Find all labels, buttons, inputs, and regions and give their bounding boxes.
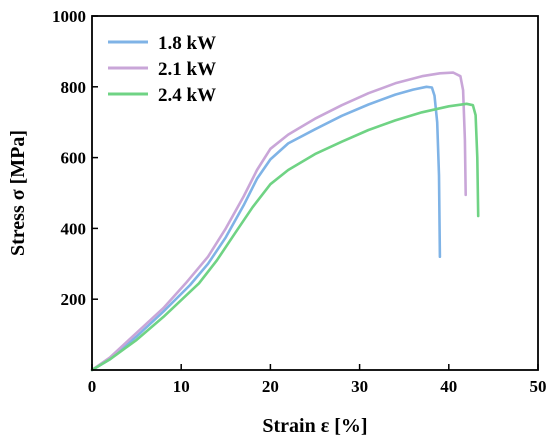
x-tick-label: 0 [88, 377, 97, 396]
ticks-layer: 0 10 20 30 40 50 200 400 600 800 1000 [52, 7, 547, 396]
legend: 1.8 kW 2.1 kW 2.4 kW [108, 33, 216, 106]
legend-label-0: 1.8 kW [158, 33, 216, 54]
series-line-2 [90, 102, 480, 372]
series-line-1 [90, 71, 467, 372]
x-axis-label: Strain ε [%] [262, 415, 367, 437]
x-tick-label: 20 [262, 377, 279, 396]
y-axis-label: Stress σ [MPa] [7, 130, 29, 256]
legend-label-2: 2.4 kW [158, 85, 216, 106]
series-line-0 [90, 85, 442, 372]
y-tick-label: 1000 [52, 7, 86, 26]
plot-frame [91, 15, 539, 371]
y-tick-label: 400 [61, 219, 87, 238]
y-tick-label: 800 [61, 78, 87, 97]
legend-label-1: 2.1 kW [158, 59, 216, 80]
x-tick-label: 30 [351, 377, 368, 396]
x-tick-label: 50 [530, 377, 547, 396]
y-tick-label: 200 [61, 290, 87, 309]
x-tick-label: 40 [440, 377, 457, 396]
y-tick-label: 600 [61, 149, 87, 168]
x-tick-label: 10 [173, 377, 190, 396]
series-layer [90, 71, 480, 372]
